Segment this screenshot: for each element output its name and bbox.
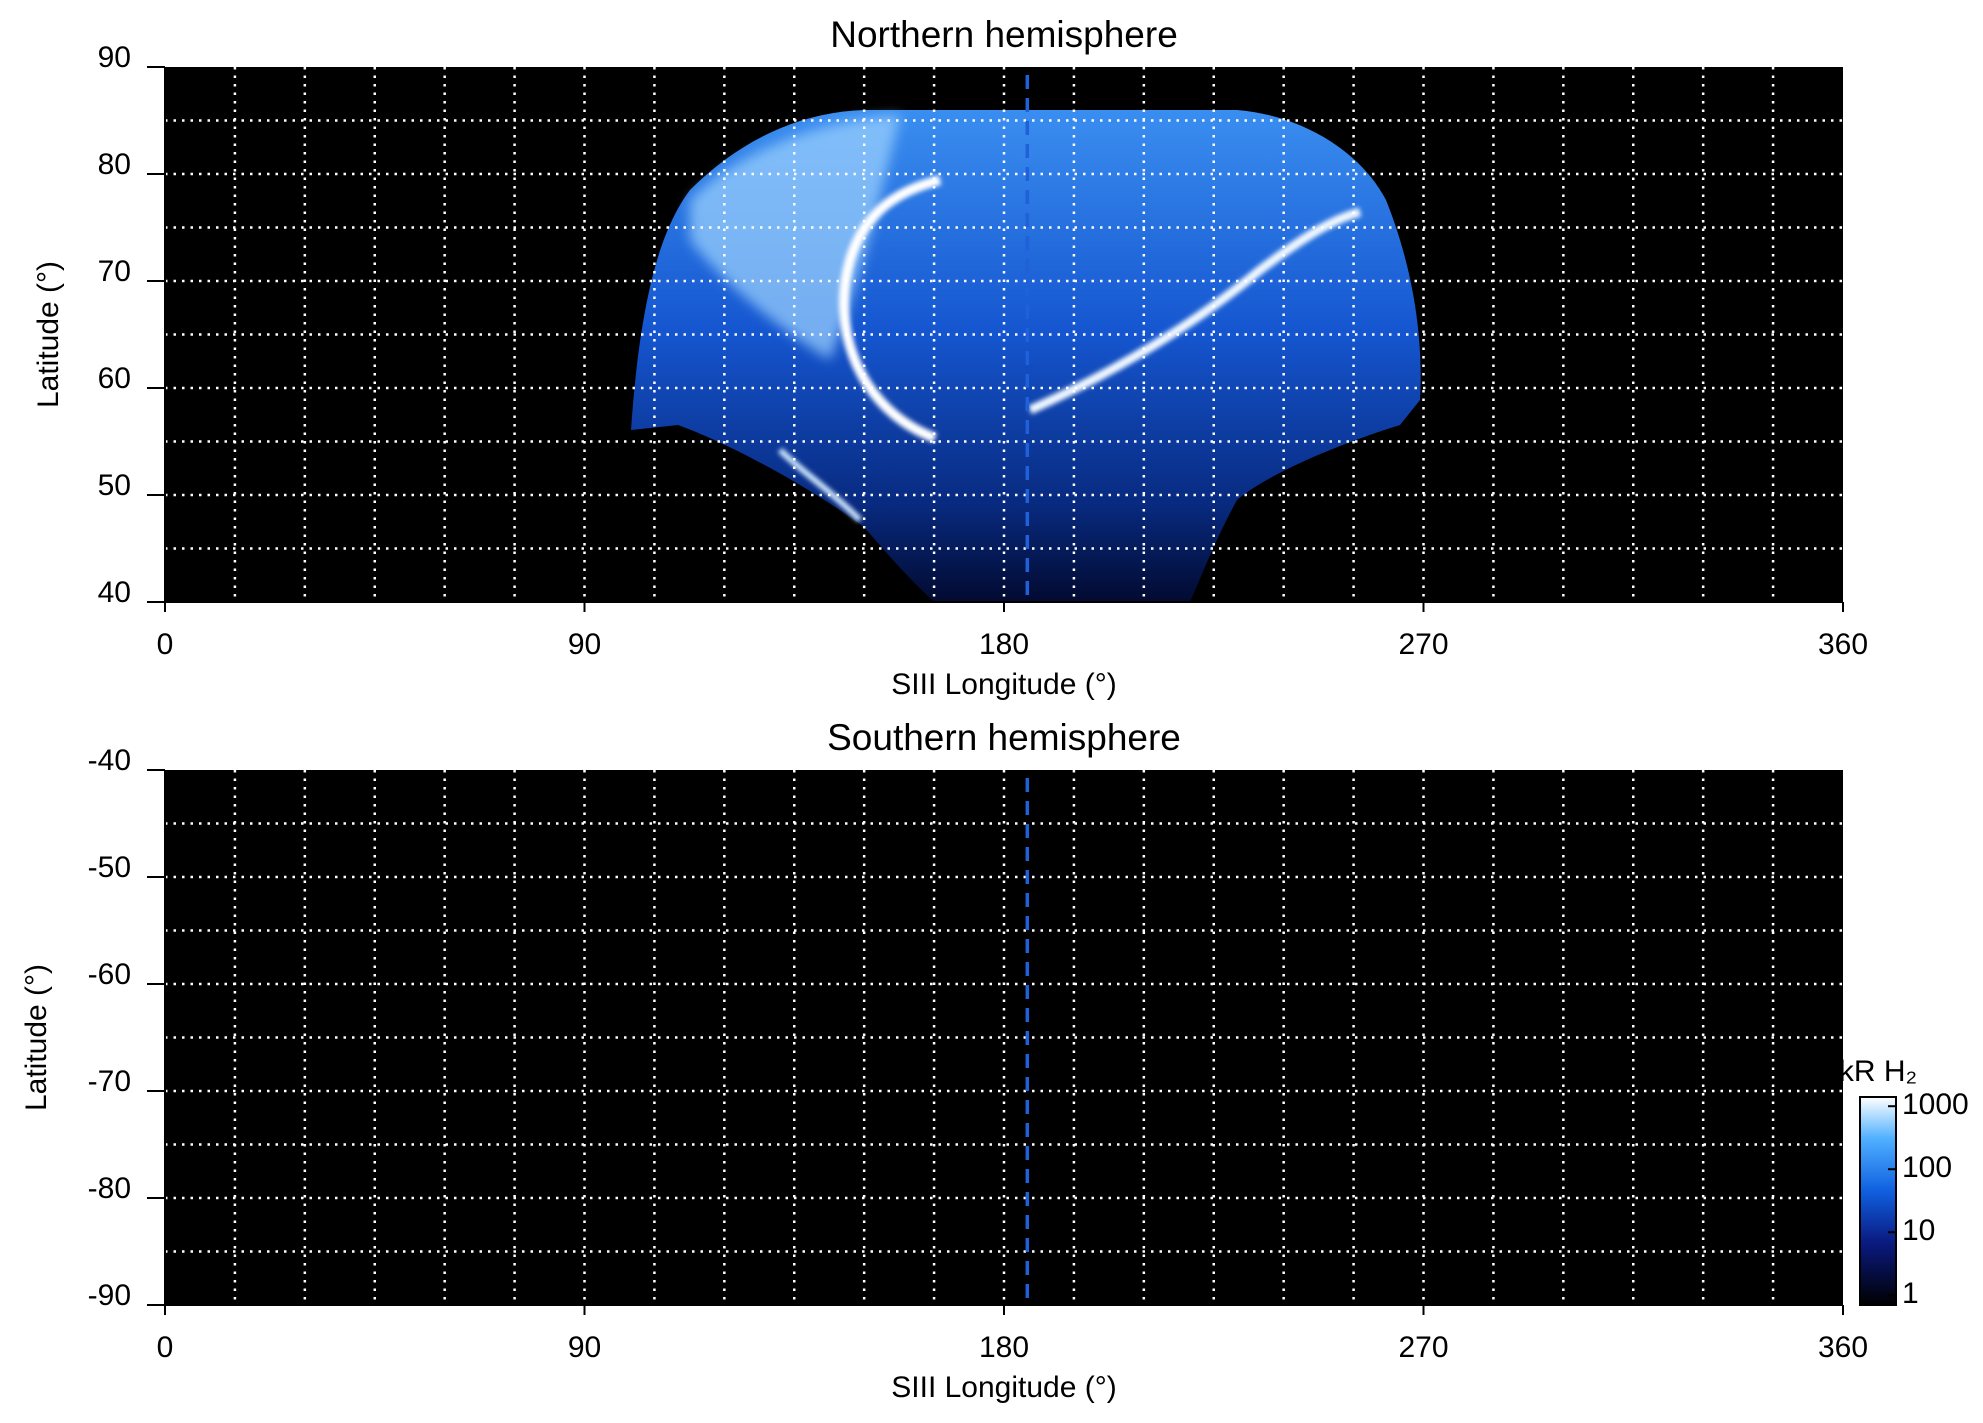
x-tick-label: 90 bbox=[568, 1331, 601, 1364]
y-tick-label: -90 bbox=[88, 1279, 131, 1312]
colorbar bbox=[1859, 1096, 1897, 1306]
y-tick-label: -60 bbox=[88, 958, 131, 991]
x-tick-label: 180 bbox=[979, 1331, 1029, 1364]
y-tick-label: 90 bbox=[98, 41, 131, 74]
emission-arc bbox=[777, 447, 863, 523]
x-tick-label: 90 bbox=[568, 628, 601, 661]
x-axis-label: SIII Longitude (°) bbox=[891, 1371, 1116, 1404]
x-tick-label: 0 bbox=[157, 628, 174, 661]
x-tick-label: 0 bbox=[157, 1331, 174, 1364]
chart-title: Southern hemisphere bbox=[827, 717, 1181, 758]
y-tick-label: 70 bbox=[98, 255, 131, 288]
colorbar-tick-label: 1 bbox=[1902, 1277, 1919, 1310]
x-tick-label: 360 bbox=[1818, 1331, 1868, 1364]
colorbar-tick-label: 100 bbox=[1902, 1151, 1952, 1184]
y-axis-label: Latitude (°) bbox=[32, 261, 65, 408]
colorbar-tick-label: 1000 bbox=[1902, 1088, 1969, 1121]
x-tick-label: 270 bbox=[1398, 628, 1448, 661]
y-tick-label: 40 bbox=[98, 576, 131, 609]
chart-title: Northern hemisphere bbox=[830, 14, 1178, 55]
colorbar-label: kR H₂ bbox=[1839, 1055, 1917, 1088]
y-tick-label: -40 bbox=[88, 744, 131, 777]
x-tick-label: 360 bbox=[1818, 628, 1868, 661]
y-tick-label: -80 bbox=[88, 1172, 131, 1205]
plot-background bbox=[165, 770, 1843, 1305]
y-tick-label: 50 bbox=[98, 469, 131, 502]
y-tick-label: 60 bbox=[98, 362, 131, 395]
y-tick-label: -50 bbox=[88, 851, 131, 884]
x-tick-label: 180 bbox=[979, 628, 1029, 661]
main-oval-left bbox=[838, 175, 942, 443]
y-tick-label: -70 bbox=[88, 1065, 131, 1098]
x-axis-label: SIII Longitude (°) bbox=[891, 668, 1116, 701]
main-oval-right bbox=[1028, 207, 1362, 415]
y-tick-label: 80 bbox=[98, 148, 131, 181]
x-tick-label: 270 bbox=[1398, 1331, 1448, 1364]
colorbar-tick-label: 10 bbox=[1902, 1214, 1935, 1247]
y-axis-label: Latitude (°) bbox=[20, 964, 53, 1111]
